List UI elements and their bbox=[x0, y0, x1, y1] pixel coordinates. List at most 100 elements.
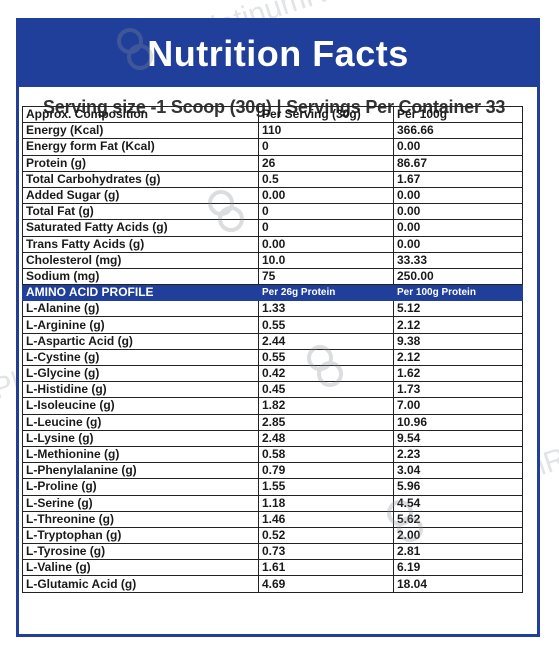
nutrient-label: L-Histidine (g) bbox=[22, 381, 259, 399]
nutrient-label: L-Glutamic Acid (g) bbox=[22, 575, 259, 593]
table-row: Energy form Fat (Kcal) 0 0.00 bbox=[22, 138, 523, 156]
per-100g-value: 0.00 bbox=[393, 219, 523, 237]
table-row: Energy (Kcal) 110 366.66 bbox=[22, 122, 523, 140]
per-serving-value: 1.33 bbox=[258, 300, 394, 318]
table-row: Cholesterol (mg) 10.0 33.33 bbox=[22, 251, 523, 269]
per-serving-value: 75 bbox=[258, 267, 394, 286]
per-serving-value: 0 bbox=[258, 203, 394, 221]
amino-acid-header-row: AMINO ACID PROFILE Per 26g Protein Per 100… bbox=[22, 284, 523, 302]
table-row: Protein (g) 26 86.67 bbox=[22, 154, 523, 172]
per-serving-value: 0.5 bbox=[258, 170, 394, 188]
per-100g-value: 2.12 bbox=[393, 316, 523, 334]
table-row: L-Isoleucine (g) 1.82 7.00 bbox=[22, 397, 523, 415]
title-banner: Nutrition Facts bbox=[19, 21, 537, 87]
table-row: L-Alanine (g) 1.33 5.12 bbox=[22, 300, 523, 318]
nutrient-label: Trans Fatty Acids (g) bbox=[22, 235, 259, 253]
table-row: L-Leucine (g) 2.85 10.96 bbox=[22, 413, 523, 431]
table-row: L-Lysine (g) 2.48 9.54 bbox=[22, 429, 523, 447]
table-row: Saturated Fatty Acids (g) 0 0.00 bbox=[22, 219, 523, 237]
table-row: L-Tryptophan (g) 0.52 2.00 bbox=[22, 526, 523, 545]
nutrient-label: L-Tryptophan (g) bbox=[22, 526, 259, 545]
nutrient-label: L-Glycine (g) bbox=[22, 364, 259, 383]
per-100g-value: 0.00 bbox=[393, 186, 523, 205]
table-row: Total Carbohydrates (g) 0.5 1.67 bbox=[22, 170, 523, 188]
table-row: Total Fat (g) 0 0.00 bbox=[22, 203, 523, 221]
nutrient-label: Added Sugar (g) bbox=[22, 186, 259, 205]
per-100g-value: 33.33 bbox=[393, 251, 523, 269]
per-100g-value: 9.38 bbox=[393, 332, 523, 350]
page-title: Nutrition Facts bbox=[147, 33, 409, 74]
per-100g-value: 2.81 bbox=[393, 543, 523, 561]
table-row: L-Proline (g) 1.55 5.96 bbox=[22, 478, 523, 496]
per-100g-value: 2.00 bbox=[393, 526, 523, 545]
nutrient-label: Saturated Fatty Acids (g) bbox=[22, 219, 259, 237]
per-100g-value: 6.19 bbox=[393, 559, 523, 577]
table-row: L-Histidine (g) 0.45 1.73 bbox=[22, 381, 523, 399]
nutrient-label: L-Tyrosine (g) bbox=[22, 543, 259, 561]
per-100g-value: Per 100g Protein bbox=[393, 284, 523, 302]
per-100g-value: 1.62 bbox=[393, 364, 523, 383]
per-100g-value: 7.00 bbox=[393, 397, 523, 415]
per-100g-value: 5.62 bbox=[393, 510, 523, 528]
per-serving-value: 0.58 bbox=[258, 445, 394, 464]
per-serving-value: 0.00 bbox=[258, 235, 394, 253]
table-row: Added Sugar (g) 0.00 0.00 bbox=[22, 186, 523, 205]
nutrient-label: L-Proline (g) bbox=[22, 478, 259, 496]
per-serving-value: 2.44 bbox=[258, 332, 394, 350]
nutrient-label: L-Isoleucine (g) bbox=[22, 397, 259, 415]
table-row: L-Tyrosine (g) 0.73 2.81 bbox=[22, 543, 523, 561]
nutrient-label: L-Alanine (g) bbox=[22, 300, 259, 318]
per-100g-value: 0.00 bbox=[393, 235, 523, 253]
nutrient-label: L-Methionine (g) bbox=[22, 445, 259, 464]
per-100g-value: 0.00 bbox=[393, 203, 523, 221]
per-serving-value: 0.52 bbox=[258, 526, 394, 545]
per-serving-value: 0 bbox=[258, 138, 394, 156]
per-serving-value: 0.79 bbox=[258, 462, 394, 480]
per-serving-value: 1.18 bbox=[258, 494, 394, 512]
per-100g-value: 3.04 bbox=[393, 462, 523, 480]
nutrient-label: L-Cystine (g) bbox=[22, 348, 259, 367]
column-header: Per 100g bbox=[393, 105, 523, 124]
per-100g-value: 2.23 bbox=[393, 445, 523, 464]
nutrient-label: L-Valine (g) bbox=[22, 559, 259, 577]
per-serving-value: 0 bbox=[258, 219, 394, 237]
per-100g-value: 4.54 bbox=[393, 494, 523, 512]
per-serving-value: 110 bbox=[258, 122, 394, 140]
per-serving-value: 0.55 bbox=[258, 316, 394, 334]
column-header: Per Serving (30g) bbox=[258, 105, 394, 124]
nutrient-label: L-Leucine (g) bbox=[22, 413, 259, 431]
nutrient-label: L-Threonine (g) bbox=[22, 510, 259, 528]
per-serving-value: 0.55 bbox=[258, 348, 394, 367]
nutrient-label: Energy form Fat (Kcal) bbox=[22, 138, 259, 156]
nutrient-label: L-Phenylalanine (g) bbox=[22, 462, 259, 480]
per-serving-value: 4.69 bbox=[258, 575, 394, 593]
nutrient-label: Energy (Kcal) bbox=[22, 122, 259, 140]
nutrient-label: L-Lysine (g) bbox=[22, 429, 259, 447]
per-100g-value: 18.04 bbox=[393, 575, 523, 593]
nutrient-label: L-Serine (g) bbox=[22, 494, 259, 512]
table-row: L-Aspartic Acid (g) 2.44 9.38 bbox=[22, 332, 523, 350]
table-row: L-Serine (g) 1.18 4.54 bbox=[22, 494, 523, 512]
nutrient-label: Protein (g) bbox=[22, 154, 259, 172]
per-serving-value: 1.82 bbox=[258, 397, 394, 415]
per-100g-value: 250.00 bbox=[393, 267, 523, 286]
per-serving-value: 1.61 bbox=[258, 559, 394, 577]
per-serving-value: 10.0 bbox=[258, 251, 394, 269]
table-row: L-Valine (g) 1.61 6.19 bbox=[22, 559, 523, 577]
per-100g-value: 5.12 bbox=[393, 300, 523, 318]
per-100g-value: 2.12 bbox=[393, 348, 523, 367]
table-row: L-Glycine (g) 0.42 1.62 bbox=[22, 364, 523, 383]
per-serving-value: 0.42 bbox=[258, 364, 394, 383]
nutrient-label: L-Arginine (g) bbox=[22, 316, 259, 334]
nutrient-label: Sodium (mg) bbox=[22, 267, 259, 286]
table-row: Sodium (mg) 75 250.00 bbox=[22, 267, 523, 286]
table-row: L-Threonine (g) 1.46 5.62 bbox=[22, 510, 523, 528]
nutrient-label: Total Fat (g) bbox=[22, 203, 259, 221]
nutrient-label: Total Carbohydrates (g) bbox=[22, 170, 259, 188]
table-row: L-Arginine (g) 0.55 2.12 bbox=[22, 316, 523, 334]
per-serving-value: 1.46 bbox=[258, 510, 394, 528]
table-row: L-Glutamic Acid (g) 4.69 18.04 bbox=[22, 575, 523, 593]
per-serving-value: 1.55 bbox=[258, 478, 394, 496]
per-100g-value: 1.67 bbox=[393, 170, 523, 188]
table-row: L-Phenylalanine (g) 0.79 3.04 bbox=[22, 462, 523, 480]
